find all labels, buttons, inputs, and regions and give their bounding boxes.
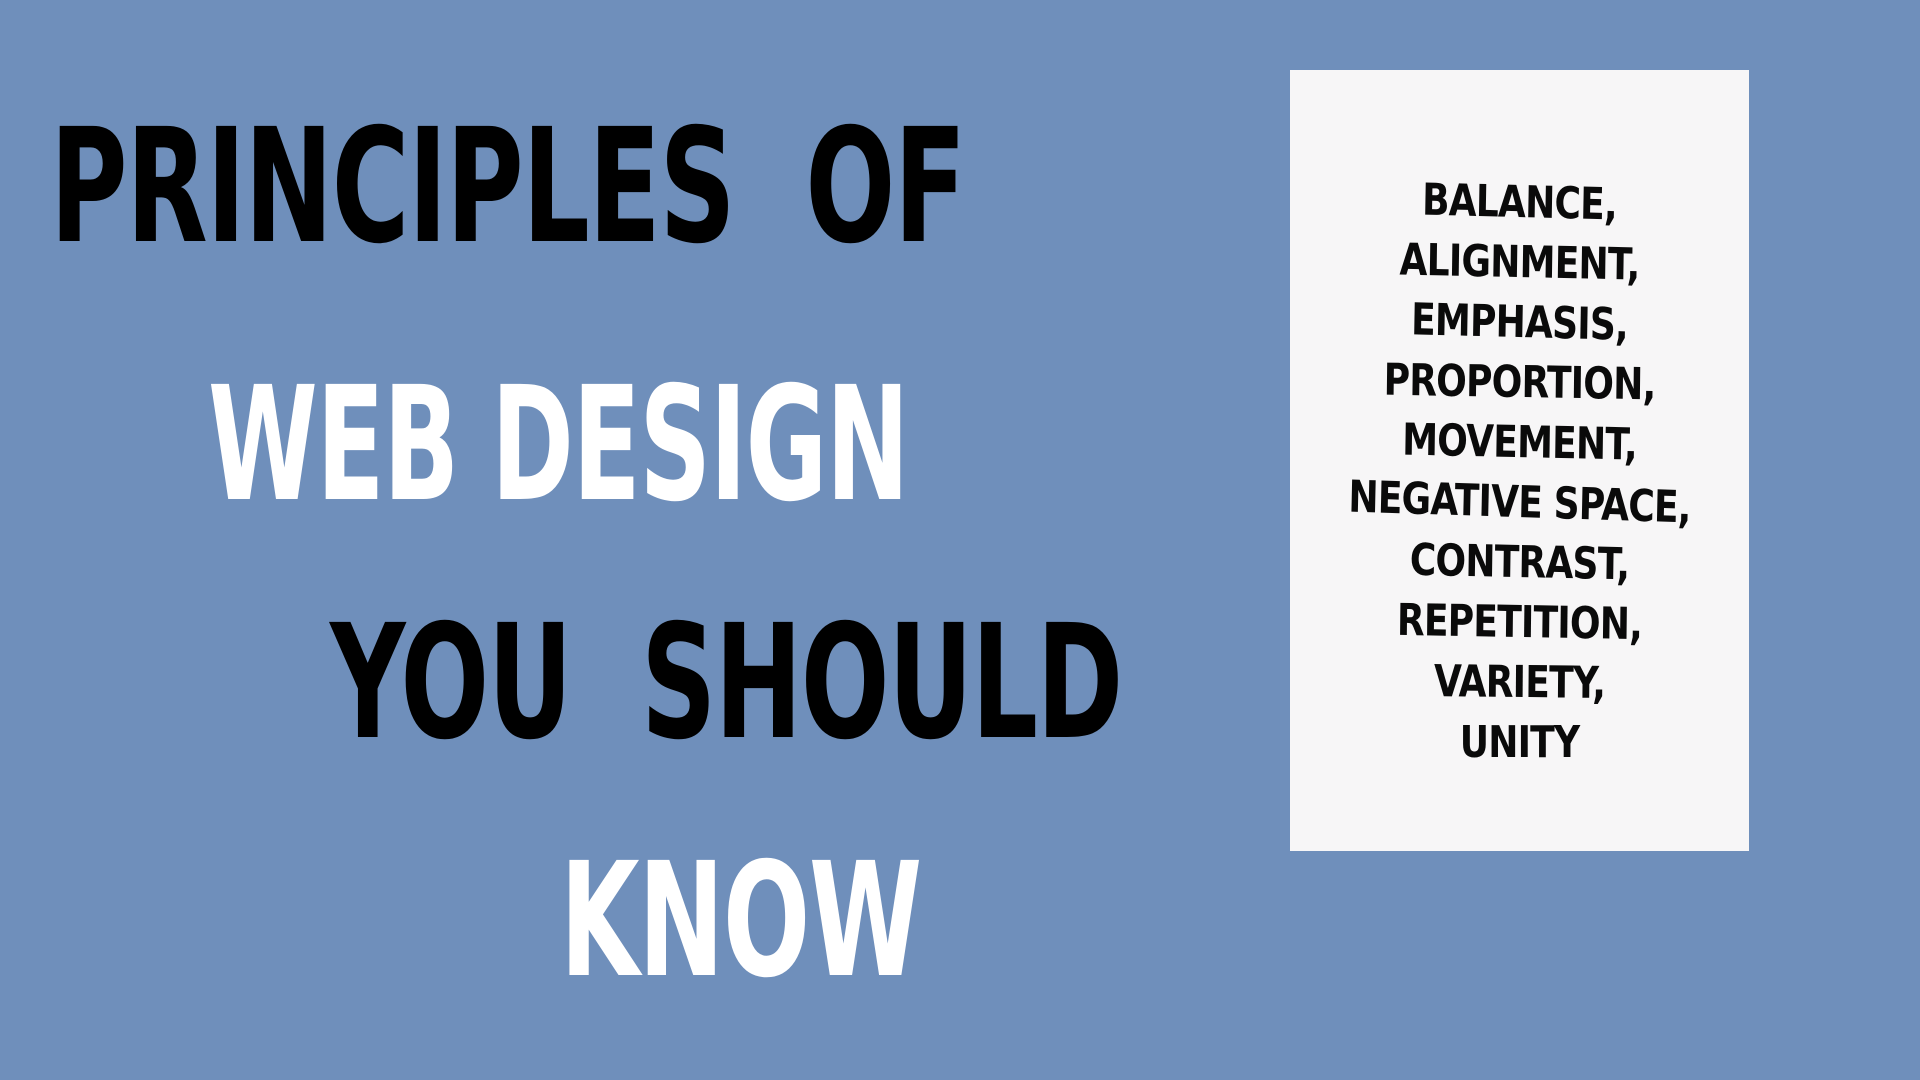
principle-item-negative-space: NEGATIVE SPACE, (1347, 471, 1692, 534)
headline-line-4: KNOW (560, 829, 922, 1013)
principle-item-emphasis: EMPHASIS, (1410, 294, 1629, 351)
headline-line-2: WEB DESIGN (208, 353, 909, 537)
principle-item-alignment: ALIGNMENT, (1399, 234, 1640, 291)
principle-item-contrast: CONTRAST, (1409, 534, 1630, 591)
principle-item-movement: MOVEMENT, (1401, 414, 1638, 471)
principles-list: BALANCE, ALIGNMENT, EMPHASIS, PROPORTION… (1290, 173, 1749, 773)
principle-item-unity: UNITY (1459, 717, 1580, 768)
headline-line-1: PRINCIPLES OF (50, 95, 966, 279)
principle-item-repetition: REPETITION, (1396, 594, 1643, 651)
principle-item-balance: BALANCE, (1421, 174, 1618, 231)
principle-item-variety: VARIETY, (1433, 656, 1606, 709)
principles-card: BALANCE, ALIGNMENT, EMPHASIS, PROPORTION… (1290, 70, 1749, 851)
principle-item-proportion: PROPORTION, (1383, 354, 1656, 411)
headline-line-3: YOU SHOULD (330, 591, 1123, 775)
